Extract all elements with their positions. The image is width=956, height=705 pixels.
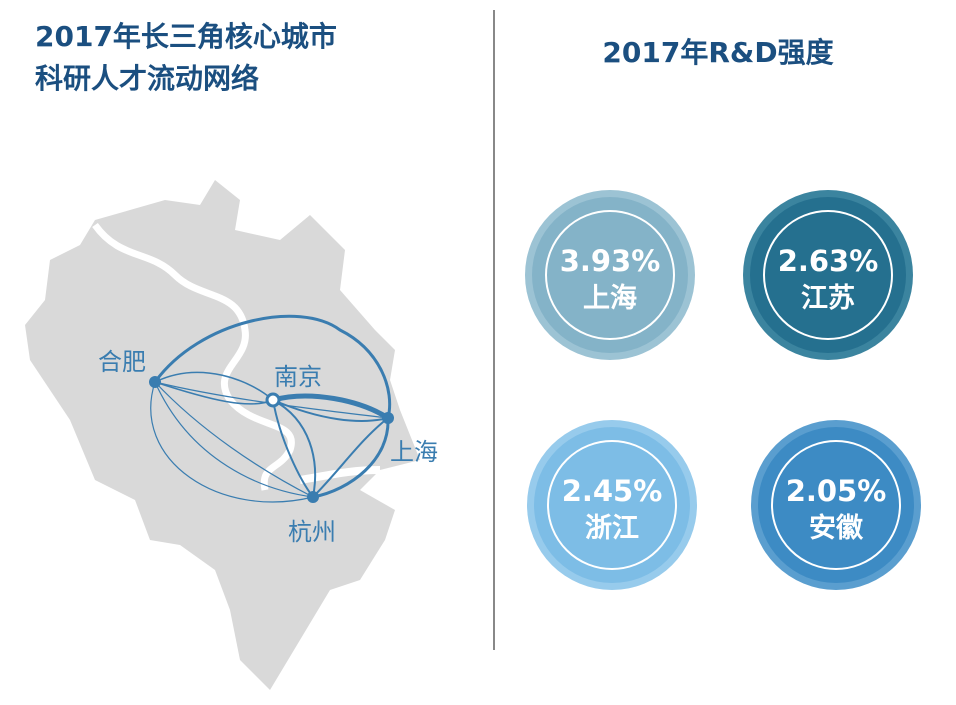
circle-inner [532,197,688,353]
rd-circles: 3.93% 上海 2.63% 江苏 2.45% 浙江 2.05% 安徽 [525,190,921,590]
city-label: 合肥 [98,348,146,376]
map [25,180,420,690]
circle-inner [750,197,906,353]
rd-region: 浙江 [585,513,639,544]
rd-region: 江苏 [801,283,855,314]
rd-value: 2.05% [786,474,887,508]
city-label: 上海 [390,438,438,466]
left-title-line: 2017年长三角核心城市 [35,20,337,53]
circle-ring [547,440,677,570]
city-label: 南京 [274,363,322,391]
right-title: 2017年R&D强度 [602,36,833,69]
circle-inner [758,427,914,583]
rd-value: 3.93% [560,244,661,278]
city-label: 杭州 [288,518,336,546]
circle-inner [534,427,690,583]
circle-ring [771,440,901,570]
circle-ring [763,210,893,340]
rd-region: 上海 [583,283,637,314]
circle-ring [545,210,675,340]
rd-value: 2.45% [562,474,663,508]
rd-value: 2.63% [778,244,879,278]
left-title-line: 科研人才流动网络 [35,62,259,95]
flow-network [149,314,394,503]
rd-region: 安徽 [809,513,864,544]
